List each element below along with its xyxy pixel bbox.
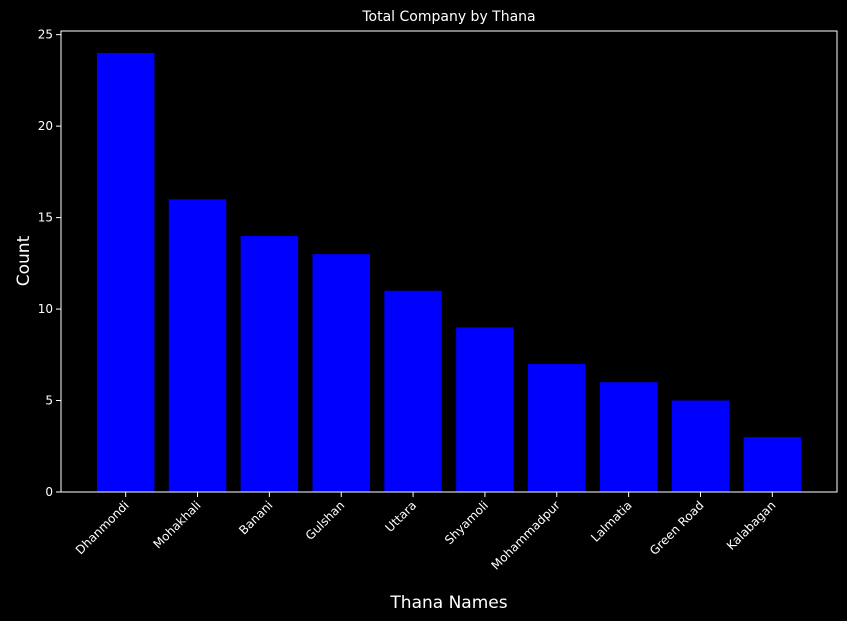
- bar-gulshan: [312, 254, 370, 492]
- y-tick-label: 5: [45, 394, 53, 408]
- bar-mohammadpur: [528, 363, 586, 492]
- bar-mohakhali: [168, 199, 227, 493]
- y-tick-label: 10: [38, 302, 53, 316]
- bar-dhanmondi: [96, 52, 155, 492]
- bar-shyamoli: [456, 327, 514, 492]
- bar-lalmatia: [599, 382, 658, 492]
- y-tick-label: 25: [38, 28, 53, 42]
- bar-banani: [240, 235, 299, 492]
- bar-uttara: [384, 290, 442, 492]
- bars-layer: [96, 52, 802, 493]
- y-axis-label: Count: [14, 235, 34, 286]
- chart-title: Total Company by Thana: [361, 9, 535, 25]
- y-tick-label: 0: [45, 485, 53, 499]
- x-axis-label: Thana Names: [389, 593, 507, 613]
- bar-green-road: [671, 400, 730, 492]
- y-tick-label: 15: [38, 211, 53, 225]
- y-axis-ticks: 0 5 10 15 20 25: [38, 28, 61, 499]
- y-tick-label: 20: [38, 119, 53, 133]
- bar-kalabagan: [743, 437, 802, 492]
- plot-frame: [60, 30, 838, 493]
